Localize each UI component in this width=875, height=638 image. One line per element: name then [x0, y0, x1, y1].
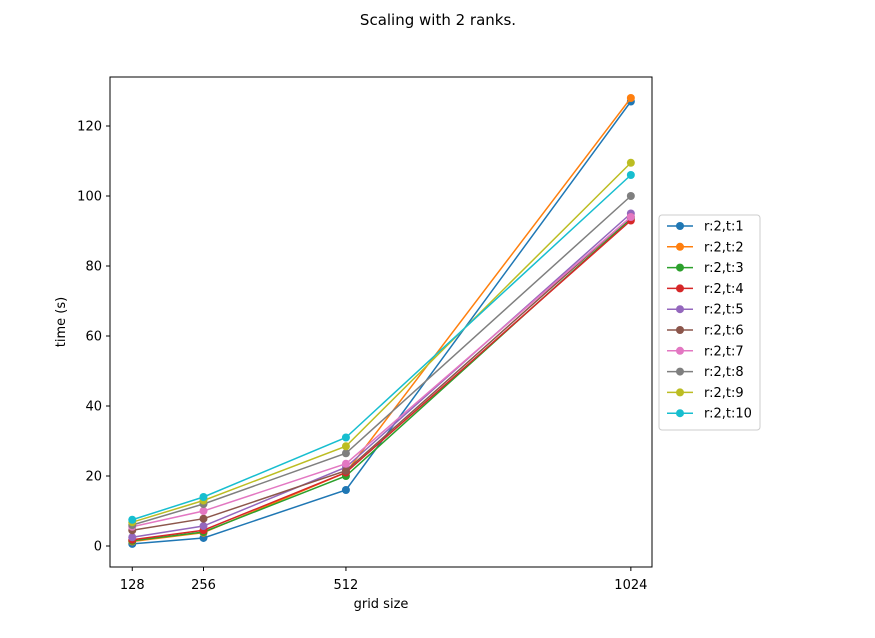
- data-point: [626, 192, 635, 200]
- y-axis-ticks: 0 20 40 60 80 100 120: [77, 120, 110, 555]
- legend-label: r:2,t:5: [704, 303, 744, 318]
- legend-marker: [676, 409, 684, 418]
- data-point: [341, 433, 350, 442]
- legend: r:2,t:1 r:2,t:2 r:2,t:3 r:2,t:4 r:2,t:5 r:2,t…: [658, 214, 761, 431]
- series-layer: [128, 94, 635, 548]
- legend-marker: [676, 305, 684, 314]
- data-point: [341, 459, 350, 468]
- y-tick-label: 40: [85, 400, 102, 415]
- data-point: [341, 466, 350, 475]
- series-line: [132, 101, 632, 545]
- legend-item: r:2,t:7: [667, 344, 744, 359]
- x-axis-ticks: 128 256 512 1024: [120, 567, 647, 593]
- series-line: [132, 216, 632, 528]
- legend-marker: [676, 326, 684, 334]
- data-point: [199, 507, 208, 515]
- y-axis-label: time (s): [54, 297, 69, 347]
- legend-marker: [676, 388, 684, 397]
- legend-marker: [676, 346, 684, 355]
- plot-frame: [109, 76, 653, 568]
- x-tick-label: 512: [334, 578, 359, 593]
- legend-label: r:2,t:9: [704, 386, 744, 401]
- y-tick-label: 120: [77, 120, 102, 135]
- legend-marker: [676, 222, 684, 230]
- data-point: [626, 158, 635, 167]
- legend-item: r:2,t:9: [667, 386, 744, 401]
- legend-marker: [676, 263, 684, 272]
- y-tick-label: 60: [85, 330, 102, 345]
- legend-item: r:2,t:5: [667, 303, 744, 318]
- chart-title: Scaling with 2 ranks.: [360, 11, 516, 29]
- y-tick-label: 80: [85, 260, 102, 275]
- legend-label: r:2,t:7: [704, 344, 744, 359]
- x-tick-label: 128: [120, 578, 145, 593]
- data-point: [199, 493, 208, 501]
- data-point: [341, 486, 350, 494]
- data-point: [128, 533, 137, 542]
- legend-marker: [676, 367, 684, 376]
- legend-label: r:2,t:10: [704, 407, 752, 422]
- data-point: [341, 442, 350, 451]
- legend-item: r:2,t:8: [667, 365, 744, 380]
- legend-item: r:2,t:3: [667, 261, 744, 276]
- legend-label: r:2,t:3: [704, 261, 744, 276]
- data-point: [128, 515, 137, 524]
- data-point: [199, 522, 208, 531]
- series-8: [128, 192, 635, 529]
- legend-item: r:2,t:10: [667, 407, 752, 422]
- series-line: [132, 195, 632, 526]
- legend-label: r:2,t:4: [704, 282, 744, 297]
- y-tick-label: 20: [85, 470, 102, 485]
- y-tick-label: 100: [77, 190, 102, 205]
- legend-box: [658, 214, 761, 431]
- legend-item: r:2,t:1: [667, 220, 744, 235]
- data-point: [199, 514, 208, 523]
- data-point: [341, 449, 350, 458]
- series-line: [132, 162, 632, 523]
- x-tick-label: 256: [191, 578, 216, 593]
- plot-area: [110, 77, 652, 567]
- series-line: [132, 219, 632, 541]
- legend-label: r:2,t:1: [704, 220, 744, 235]
- series-10: [128, 171, 635, 524]
- data-point: [626, 171, 635, 179]
- data-point: [626, 213, 635, 221]
- series-line: [132, 174, 632, 521]
- legend-item: r:2,t:6: [667, 324, 744, 339]
- x-tick-label: 1024: [614, 578, 647, 593]
- legend-marker: [676, 284, 684, 293]
- x-axis-label: grid size: [354, 597, 409, 612]
- legend-label: r:2,t:2: [704, 240, 744, 255]
- legend-label: r:2,t:8: [704, 365, 744, 380]
- legend-item: r:2,t:4: [667, 282, 744, 297]
- legend-label: r:2,t:6: [704, 324, 744, 339]
- legend-marker: [676, 242, 684, 251]
- series-line: [132, 216, 632, 531]
- legend-item: r:2,t:2: [667, 240, 744, 255]
- data-point: [626, 94, 635, 102]
- y-tick-label: 0: [94, 540, 102, 555]
